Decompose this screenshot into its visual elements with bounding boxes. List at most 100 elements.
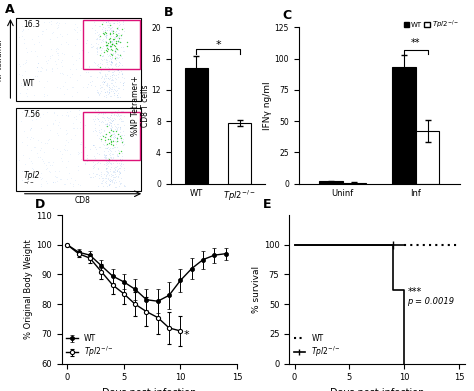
Point (99, 37, 106, 43)
Point (113, 54, 121, 60)
Y-axis label: % survival: % survival (252, 266, 261, 313)
Point (120, 165, 128, 171)
Point (96, 23, 103, 29)
Point (54, 122, 61, 128)
Point (99, 21, 106, 27)
Point (113, 128, 120, 134)
Point (107, 29, 114, 35)
Point (104, 22, 112, 28)
Point (37, 41, 45, 48)
Point (109, 172, 117, 179)
Point (51, 168, 59, 174)
Point (63, 85, 70, 91)
Point (112, 28, 120, 34)
Point (107, 173, 115, 179)
Point (77, 119, 84, 126)
Point (110, 36, 118, 43)
Point (102, 123, 109, 129)
Point (95, 61, 102, 67)
Point (48, 68, 56, 74)
Point (106, 89, 113, 95)
Point (114, 135, 121, 141)
Point (109, 27, 117, 33)
Point (107, 31, 114, 37)
Point (97, 88, 105, 94)
Point (118, 31, 126, 37)
Point (30, 165, 37, 172)
Point (18, 139, 26, 145)
Point (115, 62, 123, 68)
Point (112, 28, 119, 34)
Point (79, 47, 86, 53)
Point (41, 52, 49, 59)
Point (50, 109, 58, 115)
Point (119, 18, 127, 24)
Point (46, 159, 53, 165)
Point (101, 78, 109, 84)
Point (109, 47, 117, 53)
Point (96, 117, 103, 124)
Point (111, 43, 119, 49)
Point (109, 151, 117, 157)
Point (102, 32, 110, 38)
Point (42, 58, 50, 64)
Point (93, 51, 101, 57)
Point (27, 125, 35, 131)
Point (119, 48, 127, 54)
Point (91, 83, 99, 89)
Point (108, 65, 116, 71)
Point (107, 22, 115, 29)
Point (105, 68, 113, 74)
Point (57, 41, 64, 47)
Point (109, 117, 117, 123)
Point (51, 173, 59, 179)
Point (104, 163, 111, 169)
Point (114, 144, 121, 150)
Point (112, 45, 120, 51)
Text: p = 0.0019: p = 0.0019 (408, 297, 455, 306)
Point (95, 66, 103, 72)
Point (104, 155, 112, 161)
Point (100, 28, 107, 34)
Point (108, 33, 115, 39)
Point (27, 125, 35, 131)
Point (114, 168, 121, 174)
Point (117, 126, 124, 132)
Point (116, 51, 124, 57)
Point (45, 57, 52, 63)
Point (100, 79, 107, 85)
Point (107, 137, 115, 143)
Point (118, 112, 125, 118)
Point (95, 34, 103, 40)
Point (93, 44, 100, 50)
Text: *: * (215, 40, 221, 50)
Point (116, 30, 123, 36)
Point (118, 62, 126, 68)
Point (114, 130, 122, 136)
Point (119, 44, 127, 50)
Point (113, 39, 120, 46)
Point (113, 18, 120, 24)
Point (100, 127, 108, 133)
Point (63, 109, 71, 115)
Point (91, 164, 98, 170)
Point (72, 42, 79, 48)
Point (94, 166, 102, 172)
Point (117, 53, 125, 59)
Point (111, 177, 118, 183)
Point (112, 111, 120, 118)
Point (108, 74, 116, 81)
Point (91, 142, 98, 148)
Point (64, 113, 72, 119)
Point (63, 127, 70, 133)
Point (103, 159, 111, 165)
Point (107, 125, 114, 131)
Point (95, 90, 102, 96)
Point (91, 22, 99, 29)
Point (106, 181, 113, 187)
Text: A: A (5, 4, 14, 16)
Point (54, 34, 61, 40)
Point (113, 120, 121, 127)
Point (107, 122, 115, 128)
Point (101, 110, 109, 116)
